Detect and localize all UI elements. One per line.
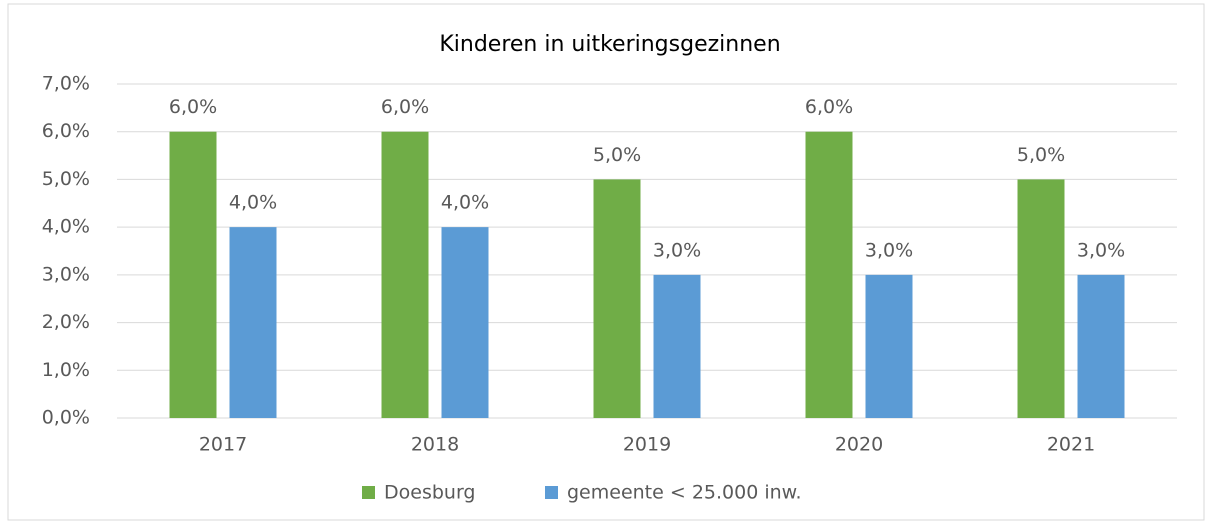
bar — [1017, 179, 1065, 418]
y-tick-label: 1,0% — [42, 359, 90, 381]
chart-title: Kinderen in uitkeringsgezinnen — [439, 32, 780, 57]
y-tick-label: 4,0% — [42, 216, 90, 238]
y-tick-label: 5,0% — [42, 168, 90, 190]
bar — [653, 274, 701, 418]
y-tick-label: 2,0% — [42, 311, 90, 333]
y-tick-label: 3,0% — [42, 263, 90, 285]
data-label: 5,0% — [593, 144, 641, 166]
data-label: 4,0% — [441, 192, 489, 214]
legend-swatch — [545, 486, 558, 499]
y-tick-label: 7,0% — [42, 73, 90, 95]
data-label: 6,0% — [381, 96, 429, 118]
data-label: 3,0% — [865, 239, 913, 261]
x-tick-label: 2020 — [835, 434, 883, 456]
y-tick-label: 0,0% — [42, 407, 90, 429]
data-label: 4,0% — [229, 192, 277, 214]
data-label: 3,0% — [653, 239, 701, 261]
bar — [441, 227, 489, 418]
x-tick-label: 2019 — [623, 434, 671, 456]
data-label: 6,0% — [805, 96, 853, 118]
x-tick-label: 2021 — [1047, 434, 1095, 456]
bar — [865, 274, 913, 418]
x-tick-label: 2018 — [411, 434, 459, 456]
data-label: 5,0% — [1017, 144, 1065, 166]
data-label: 6,0% — [169, 96, 217, 118]
legend-label: Doesburg — [384, 482, 475, 504]
bar — [169, 131, 217, 418]
bar — [1077, 274, 1125, 418]
bar — [805, 131, 853, 418]
bar — [381, 131, 429, 418]
legend-label: gemeente < 25.000 inw. — [567, 482, 802, 504]
bar — [593, 179, 641, 418]
x-tick-label: 2017 — [199, 434, 247, 456]
y-tick-label: 6,0% — [42, 120, 90, 142]
data-label: 3,0% — [1077, 239, 1125, 261]
bar — [229, 227, 277, 418]
legend-swatch — [362, 486, 375, 499]
